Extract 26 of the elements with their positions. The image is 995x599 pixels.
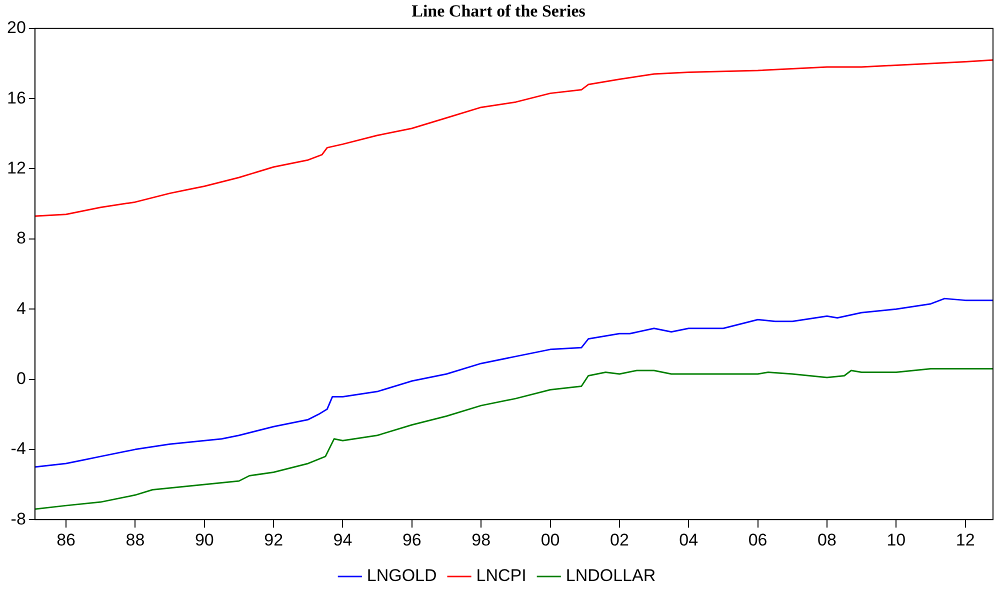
- y-tick-label: -4: [10, 439, 26, 458]
- y-tick-label: 16: [6, 88, 26, 108]
- x-tick-label: 08: [818, 530, 836, 550]
- x-tick-label: 96: [402, 530, 422, 550]
- x-tick-label: 86: [56, 530, 76, 550]
- y-tick-label: 20: [6, 18, 26, 38]
- x-tick-label: 06: [748, 530, 768, 550]
- x-tick-label: 12: [956, 530, 975, 550]
- x-tick-label: 04: [679, 530, 698, 550]
- legend-label: LNDOLLAR: [566, 566, 656, 586]
- y-tick-label: 4: [16, 298, 26, 318]
- y-tick-label: -8: [10, 509, 26, 528]
- x-tick-label: 90: [194, 530, 214, 550]
- x-tick-label: 98: [472, 530, 491, 550]
- y-tick-label: 8: [16, 228, 26, 248]
- x-tick-label: 88: [126, 530, 145, 550]
- legend-label: LNCPI: [476, 566, 526, 586]
- x-tick-label: 10: [886, 530, 906, 550]
- y-tick-label: 12: [6, 158, 26, 178]
- x-tick-label: 92: [264, 530, 284, 550]
- x-tick-label: 02: [610, 530, 629, 550]
- x-tick-label: 00: [540, 530, 560, 550]
- y-tick-label: 0: [16, 368, 26, 388]
- legend-label: LNGOLD: [366, 566, 437, 586]
- chart-title: Line Chart of the Series: [412, 2, 586, 21]
- x-tick-label: 94: [333, 530, 352, 550]
